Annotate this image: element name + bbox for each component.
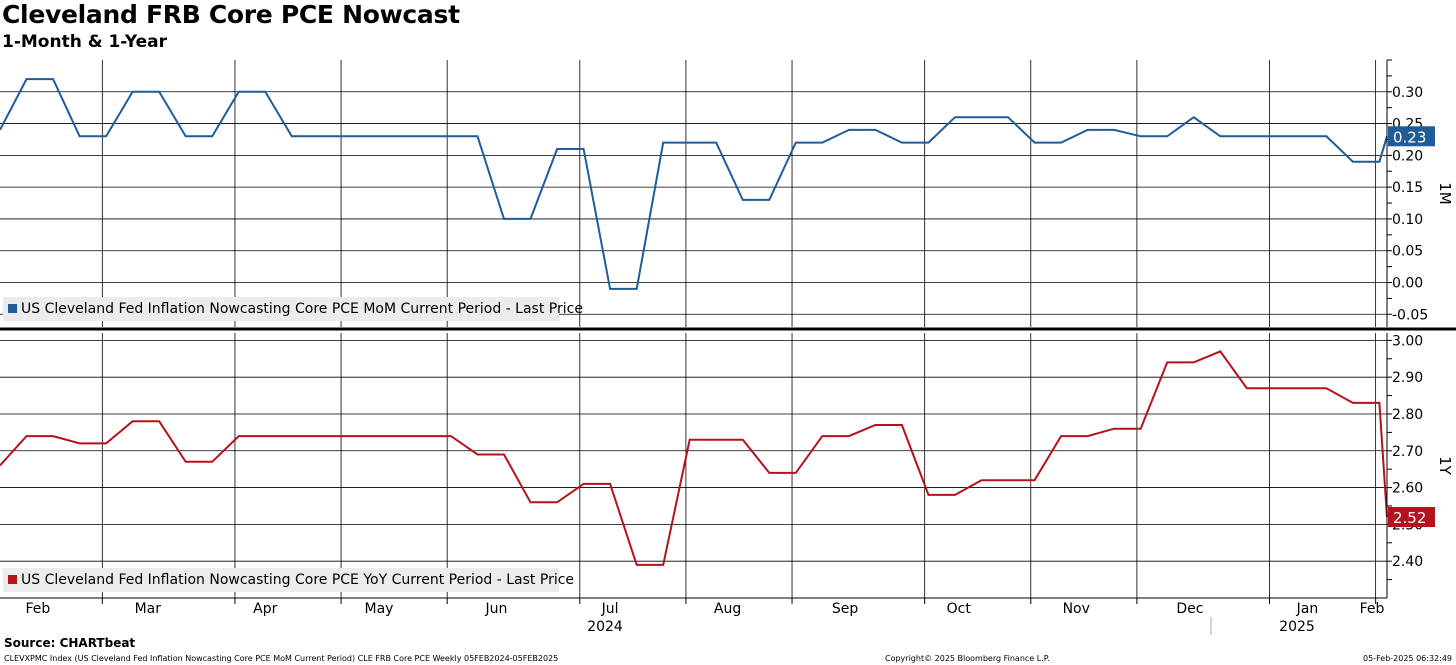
x-tick-label: Jan [1296, 601, 1319, 617]
x-tick-label: Jul [601, 601, 619, 617]
legend-box [3, 297, 559, 321]
mom-series-line [0, 78, 1388, 290]
x-tick-label: Dec [1176, 601, 1203, 617]
y-tick-label: 0.15 [1392, 180, 1423, 196]
chart-subtitle: 1-Month & 1-Year [2, 32, 167, 52]
legend-label: US Cleveland Fed Inflation Nowcasting Co… [21, 301, 583, 317]
y-tick-label: 0.30 [1392, 85, 1423, 101]
x-tick-label: Mar [135, 601, 162, 617]
y-axes: -0.050.000.050.100.150.200.250.300.231M2… [1386, 59, 1454, 598]
x-tick-label: Sep [832, 601, 859, 617]
y-tick-label: 3.00 [1392, 333, 1423, 349]
y-tick-label: 2.60 [1392, 481, 1423, 497]
x-tick-label: Apr [253, 601, 277, 617]
y-tick-label: 2.90 [1392, 370, 1423, 386]
y-tick-label: 0.00 [1392, 276, 1423, 292]
x-tick-label: Jun [485, 601, 508, 617]
chart-title: Cleveland FRB Core PCE Nowcast [2, 0, 460, 29]
y-tick-label: 0.05 [1392, 244, 1423, 260]
x-axis: Feb Mar Apr May Jun Jul Aug Sep Oct Nov Dec Jan Feb 2… [0, 597, 1387, 635]
x-tick-label: Aug [714, 601, 741, 617]
x-tick-label: Nov [1063, 601, 1090, 617]
series-lines [0, 78, 1388, 566]
x-tick-label: Oct [947, 601, 972, 617]
last-value-label: 2.52 [1393, 509, 1426, 527]
legend-swatch [8, 304, 17, 313]
x-tick-label: Feb [1360, 601, 1385, 617]
legend-label: US Cleveland Fed Inflation Nowcasting Co… [21, 572, 574, 588]
last-value-tag [1388, 507, 1435, 528]
legend-swatch [8, 575, 17, 584]
legend-box [3, 568, 559, 592]
y-tick-label: 2.80 [1392, 407, 1423, 423]
footer-copyright: Copyright© 2025 Bloomberg Finance L.P. [885, 654, 1050, 663]
year-label: 2024 [587, 619, 623, 635]
x-tick-label: Feb [25, 601, 50, 617]
legends: US Cleveland Fed Inflation Nowcasting Co… [3, 297, 583, 592]
year-label: 2025 [1279, 619, 1315, 635]
x-tick-label: May [364, 601, 393, 617]
y-tick-label: 2.70 [1392, 444, 1423, 460]
y-axis-title: 1M [1436, 182, 1454, 205]
y-axis-title: 1Y [1436, 456, 1454, 476]
grid-lines [0, 60, 1456, 598]
last-value-label: 0.23 [1393, 128, 1426, 146]
footer-timestamp: 05-Feb-2025 06:32:49 [1363, 654, 1452, 663]
footer-index-note: CLEVXPMC Index (US Cleveland Fed Inflati… [4, 654, 559, 663]
last-value-tag [1388, 126, 1435, 147]
yoy-series-line [0, 350, 1388, 566]
source-note: Source: CHARTbeat [4, 636, 136, 650]
y-tick-label: 0.20 [1392, 148, 1423, 164]
y-tick-label: 2.40 [1392, 554, 1423, 570]
y-tick-label: -0.05 [1392, 307, 1428, 323]
y-tick-label: 0.10 [1392, 212, 1423, 228]
